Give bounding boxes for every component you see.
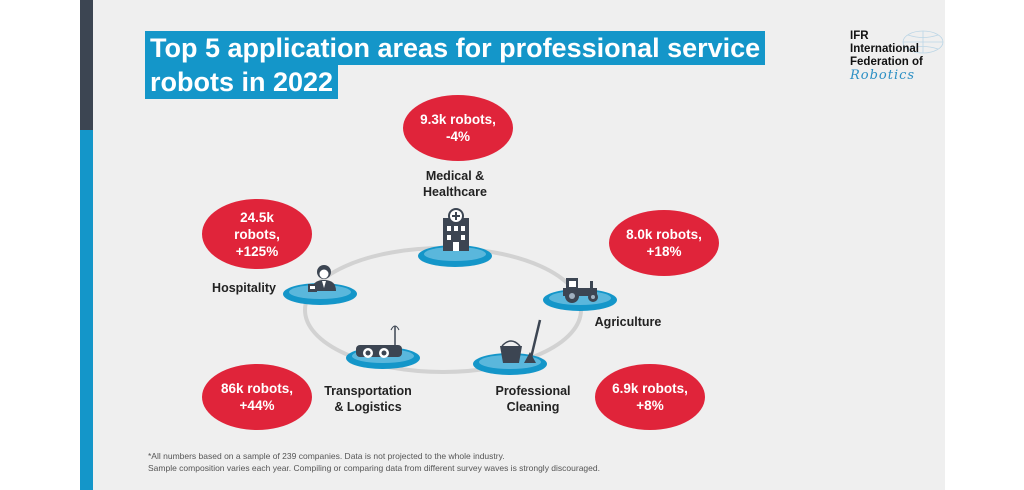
logo-line-4: Robotics [850,68,916,83]
receptionist-icon [308,265,336,292]
connecting-ring [303,246,583,374]
footnote-line-1: *All numbers based on a sample of 239 co… [148,451,505,461]
logo-line-3: Federation of [850,56,923,68]
label-hospitality: Hospitality [212,281,276,295]
stat-bubble-agriculture: 8.0k robots, +18% [609,210,719,276]
ifr-logo: IFR International Federation of Robotics [850,30,923,82]
hospitality-node [283,265,357,305]
footnote-line-2: Sample composition varies each year. Com… [148,463,600,473]
hospital-icon [443,208,469,251]
page-title-line-1: Top 5 application areas for professional… [145,31,766,65]
tractor-icon [563,278,598,303]
accent-bar-dark [80,0,93,130]
label-agriculture: Agriculture [594,315,662,329]
agriculture-node [543,278,617,311]
ifr-globe-logo-icon [902,30,944,54]
label-professional-cleaning: Professional Cleaning [495,384,571,414]
logo-line-2: International [850,43,920,55]
accent-bar-blue [80,130,93,490]
cleaning-bucket-mop-icon [500,319,542,363]
stat-bubble-transportation: 86k robots, +44% [202,364,312,430]
page-title-line-2: robots in 2022 [145,65,339,99]
label-transportation-logistics: Transportation & Logistics [324,384,412,414]
stat-bubble-cleaning: 6.9k robots, +8% [595,364,705,430]
label-medical-healthcare: Medical & Healthcare [423,169,487,199]
logo-line-1: IFR [850,30,869,42]
stat-bubble-hospitality: 24.5k robots, +125% [202,199,312,269]
transport-robot-icon [356,325,402,358]
medical-healthcare-node [418,208,492,267]
stat-bubble-medical: 9.3k robots, -4% [403,95,513,161]
professional-cleaning-node [473,319,547,375]
transportation-logistics-node [346,325,420,369]
